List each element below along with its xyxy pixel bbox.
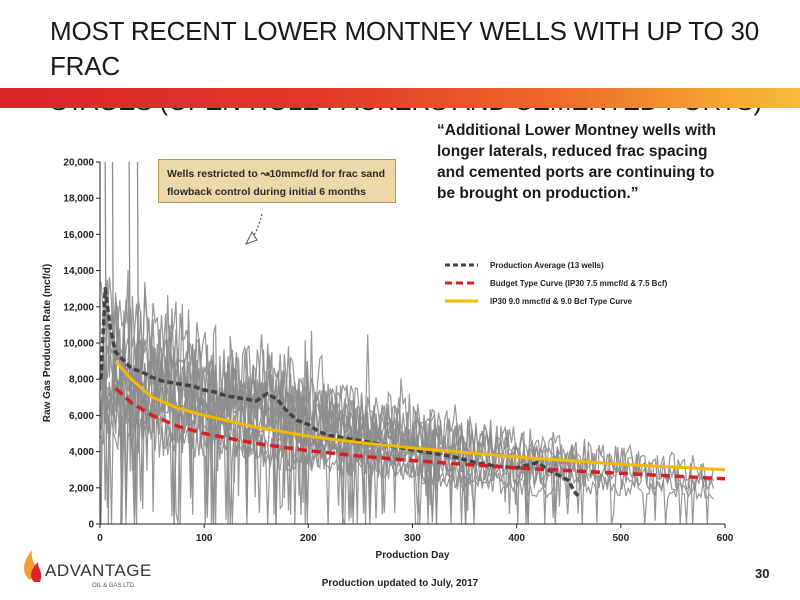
y-tick-label: 14,000	[63, 266, 94, 277]
quote-line-2: longer laterals, reduced frac spacing	[437, 143, 708, 160]
x-tick-label: 600	[717, 533, 734, 544]
y-tick-label: 12,000	[63, 302, 94, 313]
series-layer	[99, 286, 726, 499]
title-line-1: MOST RECENT LOWER MONTNEY WELLS WITH UP …	[50, 16, 760, 81]
x-tick-label: 0	[97, 533, 103, 544]
y-tick-label: 0	[88, 520, 94, 531]
series-line-0	[99, 286, 581, 499]
y-tick-label: 6,000	[69, 411, 94, 422]
page-number: 30	[755, 566, 770, 581]
quote-line-4: be brought on production.”	[437, 185, 639, 202]
well-spike	[111, 161, 115, 416]
legend-label-2: IP30 9.0 mmcf/d & 9.0 Bcf Type Curve	[490, 297, 633, 306]
x-axis-label: Production Day	[376, 550, 450, 561]
axes-layer: 0 2,000 4,000 6,000 8,000 10,000 12,000 14,000 1…	[42, 158, 734, 562]
well-spike	[120, 415, 123, 525]
y-tick-label: 16,000	[63, 230, 94, 241]
advantage-logo-icon	[24, 550, 42, 582]
annotation-line-2: flowback control during initial 6 months	[167, 186, 366, 198]
annotation-box: Wells restricted to ↝10mmcf/d for frac s…	[158, 159, 396, 203]
x-tick-label: 400	[508, 533, 525, 544]
quote-line-1: “Additional Lower Montney wells with	[437, 122, 717, 139]
y-tick-label: 10,000	[63, 339, 94, 350]
x-tick-label: 300	[404, 533, 421, 544]
well-spike	[107, 415, 111, 525]
logo-subtext: OIL & GAS LTD.	[92, 583, 136, 589]
well-spike	[133, 415, 137, 470]
well-trace	[100, 299, 413, 525]
y-tick-label: 8,000	[69, 375, 94, 386]
y-tick-label: 20,000	[63, 158, 94, 169]
quote-line-3: and cemented ports are continuing to	[437, 164, 715, 181]
legend: Production Average (13 wells) Budget Type…	[445, 261, 668, 306]
gradient-banner	[0, 88, 800, 108]
legend-label-0: Production Average (13 wells)	[490, 261, 604, 270]
legend-label-1: Budget Type Curve (IP30 7.5 mmcf/d & 7.5…	[490, 279, 668, 288]
annotation-line-1: Wells restricted to ↝10mmcf/d for frac s…	[167, 168, 386, 180]
individual-well-traces	[100, 161, 715, 525]
y-axis-label: Raw Gas Production Rate (mcf/d)	[42, 264, 53, 422]
x-tick-label: 100	[196, 533, 213, 544]
well-spike	[136, 161, 140, 416]
callout-arrow-icon	[244, 213, 263, 245]
quote-text: “Additional Lower Montney wells with lon…	[437, 120, 767, 204]
footer-note: Production updated to July, 2017	[321, 578, 479, 589]
x-tick-label: 200	[300, 533, 317, 544]
logo-text: ADVANTAGE	[45, 561, 152, 580]
x-tick-label: 500	[612, 533, 629, 544]
y-tick-label: 18,000	[63, 194, 94, 205]
y-tick-label: 4,000	[69, 447, 94, 458]
y-tick-label: 2,000	[69, 483, 94, 494]
well-spike	[128, 161, 131, 416]
